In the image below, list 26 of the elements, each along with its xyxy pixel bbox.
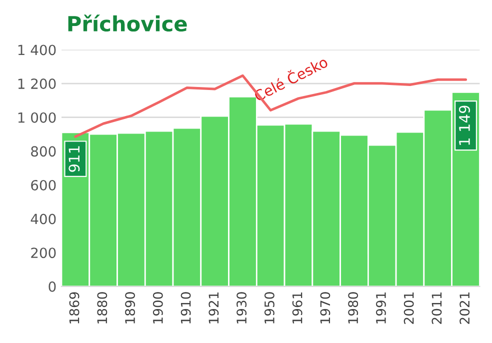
x-tick-label: 2001 bbox=[404, 292, 414, 324]
x-tick-label: 1900 bbox=[152, 292, 163, 324]
x-tick-label: 1950 bbox=[264, 292, 274, 324]
x-tick-label: 1869 bbox=[69, 292, 80, 324]
x-tick-label: 1970 bbox=[320, 292, 330, 324]
x-tick-label: 2011 bbox=[432, 292, 442, 324]
y-tick-label: 1 000 bbox=[18, 112, 56, 123]
x-tick-label: 1980 bbox=[348, 292, 358, 324]
data-label: 911 bbox=[68, 146, 80, 172]
x-tick-label: 2021 bbox=[460, 292, 470, 324]
x-tick-label: 1930 bbox=[236, 292, 247, 324]
x-tick-label: 1890 bbox=[125, 292, 136, 324]
y-tick-label: 800 bbox=[31, 146, 56, 157]
x-tick-label: 1991 bbox=[376, 292, 386, 324]
x-tick-label: 1961 bbox=[292, 292, 302, 324]
y-tick-label: 400 bbox=[30, 214, 56, 224]
y-tick-label: 1 400 bbox=[18, 44, 56, 56]
y-tick-label: 200 bbox=[31, 248, 56, 258]
x-tick-label: 1880 bbox=[97, 292, 108, 324]
x-tick-label: 1910 bbox=[180, 292, 191, 324]
x-tick-label: 1921 bbox=[208, 292, 219, 324]
y-tick-label: 1 200 bbox=[18, 78, 56, 90]
y-tick-label: 0 bbox=[48, 281, 56, 292]
chart-title: Příchovice bbox=[68, 14, 187, 32]
y-tick-label: 600 bbox=[31, 180, 56, 190]
data-label: 1 149 bbox=[458, 106, 470, 145]
